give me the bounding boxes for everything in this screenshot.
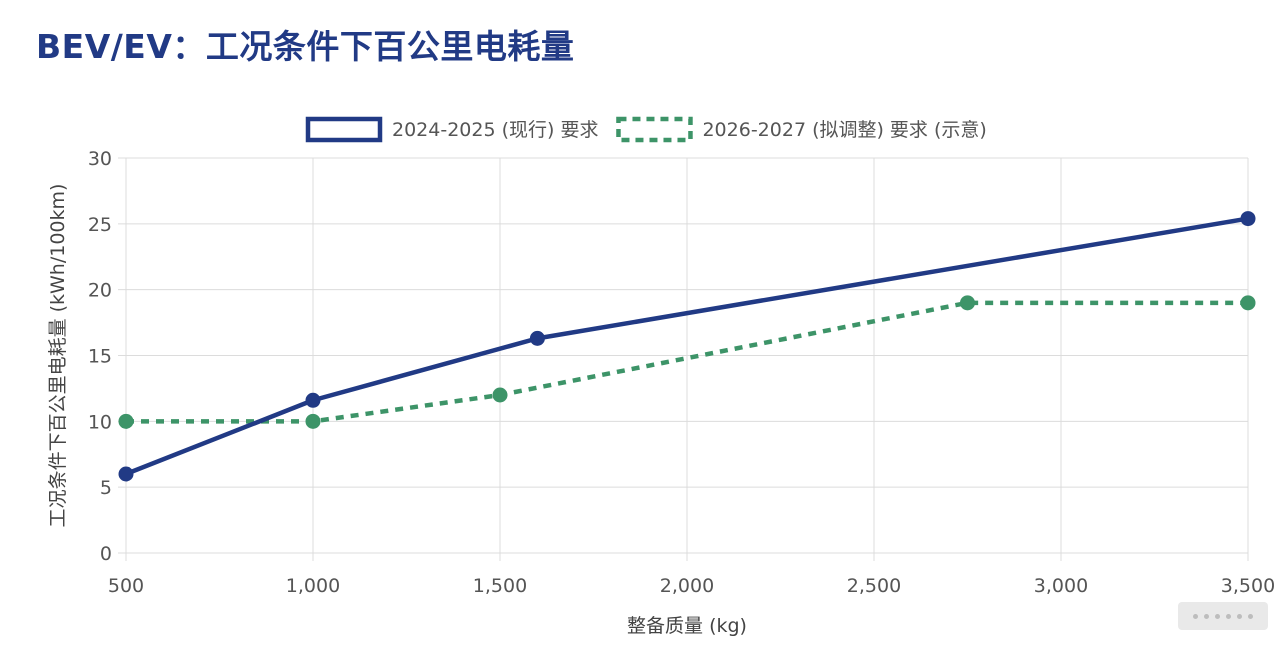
ellipsis-icon [1226,613,1231,619]
legend-label-1: 2024-2025 (现行) 要求 [392,119,598,141]
x-tick-label: 2,500 [847,575,901,597]
y-tick-label: 25 [88,214,112,236]
x-tick-label: 3,500 [1221,575,1275,597]
data-point[interactable] [118,466,134,482]
legend-item-1[interactable]: 2024-2025 (现行) 要求 [305,116,598,143]
data-point[interactable] [1240,295,1256,311]
series-group [118,211,1256,482]
x-tick-label: 3,000 [1034,575,1088,597]
data-point[interactable] [118,413,134,429]
y-tick-label: 15 [88,346,112,368]
watermark [1178,602,1268,630]
ellipsis-icon [1237,613,1242,619]
legend-swatch-1 [305,116,383,143]
page-title: BEV/EV：工况条件下百公里电耗量 [36,27,575,66]
series-line-1 [123,216,1251,477]
x-tick-label: 500 [108,575,144,597]
x-axis: 500 1,000 1,500 2,000 2,500 3,000 3,500 [108,575,1275,597]
legend-item-2[interactable]: 2026-2027 (拟调整) 要求 (示意) [616,116,987,143]
legend-swatch-2 [616,116,693,143]
x-tick-label: 1,000 [286,575,340,597]
y-tick-label: 5 [100,477,112,499]
y-axis-label: 工况条件下百公里电耗量 (kWh/100km) [47,184,69,528]
y-tick-label: 20 [88,280,112,302]
data-point[interactable] [492,387,508,403]
y-tick-label: 30 [88,148,112,170]
data-point[interactable] [305,392,321,408]
ellipsis-icon [1215,613,1220,619]
x-tick-label: 2,000 [660,575,714,597]
data-point[interactable] [529,330,545,346]
legend[interactable]: 2024-2025 (现行) 要求 2026-2027 (拟调整) 要求 (示意) [305,116,987,143]
data-point[interactable] [960,295,975,311]
grid [118,157,1249,561]
data-point[interactable] [1240,211,1256,227]
y-tick-label: 0 [100,543,112,565]
y-tick-label: 10 [88,411,112,433]
x-axis-label: 整备质量 (kg) [627,615,747,637]
ellipsis-icon [1248,613,1253,619]
legend-label-2: 2026-2027 (拟调整) 要求 (示意) [702,119,986,141]
ellipsis-icon [1193,613,1198,619]
series-2 [118,295,1256,429]
ellipsis-icon [1204,613,1209,619]
series-1 [118,211,1256,482]
x-tick-label: 1,500 [473,575,527,597]
y-axis: 0 5 10 15 20 25 30 [88,148,112,565]
data-point[interactable] [305,413,321,429]
